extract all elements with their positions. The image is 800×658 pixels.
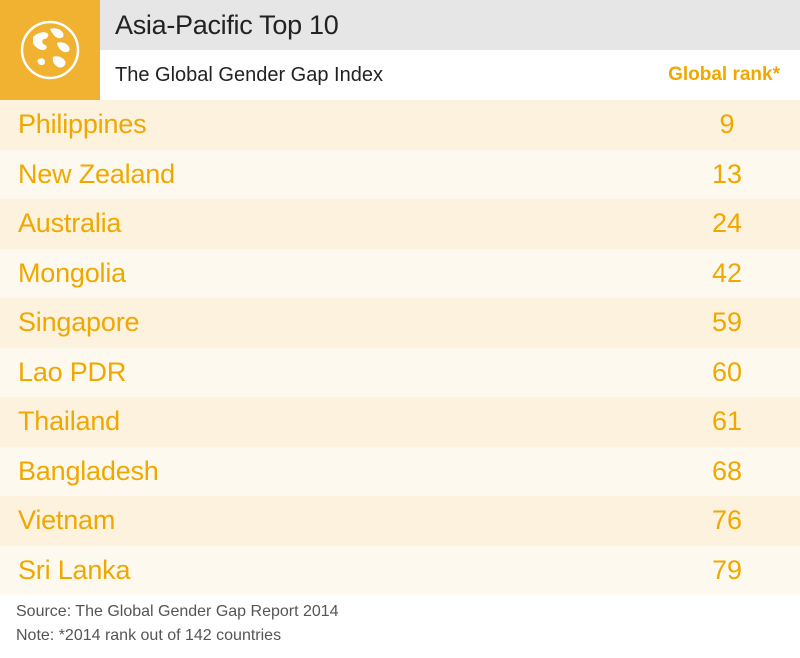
country-name: Philippines <box>18 109 147 140</box>
country-name: Vietnam <box>18 505 116 536</box>
rank-column-header: Global rank* <box>668 64 780 85</box>
table-row: Thailand 61 <box>0 397 800 447</box>
ranking-table: Philippines 9 New Zealand 13 Australia 2… <box>0 100 800 595</box>
source-note: Source: The Global Gender Gap Report 201… <box>16 603 339 620</box>
table-row: Bangladesh 68 <box>0 446 800 496</box>
rank-value: 9 <box>719 109 735 140</box>
chart-title: Asia-Pacific Top 10 <box>115 9 339 40</box>
footer: Source: The Global Gender Gap Report 201… <box>0 595 800 658</box>
country-name: Thailand <box>18 406 120 437</box>
rank-value: 60 <box>711 356 743 387</box>
table-row: Vietnam 76 <box>0 496 800 546</box>
country-name: Sri Lanka <box>18 554 131 585</box>
rank-value: 61 <box>711 406 743 437</box>
table-row: Australia 24 <box>0 199 800 249</box>
rank-value: 24 <box>711 208 743 239</box>
country-name: New Zealand <box>18 158 175 189</box>
header: Asia-Pacific Top 10 The Global Gender Ga… <box>0 0 800 100</box>
table-row: Philippines 9 <box>0 100 800 150</box>
rank-value: 68 <box>711 455 743 486</box>
table-row: Lao PDR 60 <box>0 347 800 397</box>
title-bar: Asia-Pacific Top 10 <box>100 0 800 50</box>
rank-value: 76 <box>711 505 743 536</box>
table-row: Singapore 59 <box>0 298 800 348</box>
country-name: Singapore <box>18 307 140 338</box>
rank-value: 13 <box>711 158 743 189</box>
country-name: Bangladesh <box>18 455 159 486</box>
subtitle-bar: The Global Gender Gap Index Global rank* <box>100 50 800 100</box>
chart-subtitle: The Global Gender Gap Index <box>115 63 383 86</box>
globe-icon <box>20 20 80 80</box>
rank-value: 42 <box>711 257 743 288</box>
footnote: Note: *2014 rank out of 142 countries <box>16 627 282 644</box>
table-row: Sri Lanka 79 <box>0 545 800 595</box>
logo <box>0 0 100 100</box>
table-row: New Zealand 13 <box>0 149 800 199</box>
rank-value: 79 <box>711 554 743 585</box>
country-name: Australia <box>18 208 122 239</box>
country-name: Lao PDR <box>18 356 127 387</box>
table-row: Mongolia 42 <box>0 248 800 298</box>
rank-value: 59 <box>711 307 743 338</box>
country-name: Mongolia <box>18 257 126 288</box>
